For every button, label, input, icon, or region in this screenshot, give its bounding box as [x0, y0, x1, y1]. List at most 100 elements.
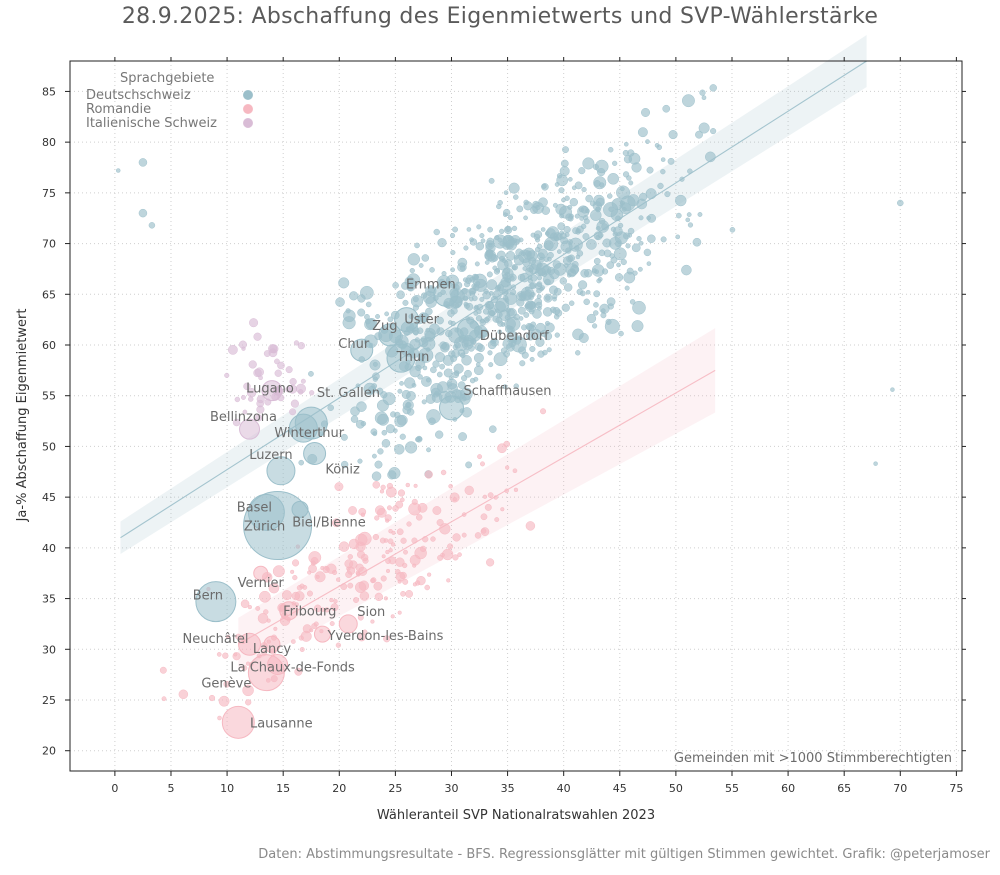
- scatter-point: [376, 387, 384, 395]
- scatter-point: [452, 554, 459, 561]
- scatter-point: [222, 652, 229, 659]
- scatter-point: [376, 399, 389, 412]
- scatter-point: [503, 190, 509, 195]
- scatter-point: [660, 236, 667, 243]
- scatter-point: [595, 159, 609, 174]
- scatter-point: [371, 471, 382, 481]
- scatter-point: [178, 689, 189, 700]
- scatter-point: [430, 383, 443, 396]
- scatter-point: [447, 320, 453, 325]
- scatter-point: [385, 549, 390, 555]
- scatter-point: [296, 585, 303, 591]
- scatter-point: [638, 215, 644, 221]
- scatter-point: [695, 130, 703, 139]
- scatter-point: [554, 182, 560, 187]
- scatter-point: [397, 579, 402, 584]
- scatter-point: [607, 173, 620, 185]
- scatter-point: [449, 492, 460, 503]
- scatter-point: [402, 399, 414, 411]
- axes: 0 5 10 15 20 25 30 35 40 45 50 55 60 65 70 75 20 25 30 35 40…: [42, 57, 966, 795]
- scatter-point: [486, 271, 493, 278]
- scatter-point: [497, 443, 507, 454]
- scatter-point: [385, 568, 391, 574]
- scatter-point: [631, 243, 641, 253]
- scatter-point: [388, 548, 393, 553]
- scatter-point: [639, 192, 648, 202]
- scatter-point: [500, 507, 505, 512]
- scatter-point: [890, 387, 895, 392]
- labeled-point: [456, 318, 480, 342]
- scatter-point: [347, 582, 354, 589]
- scatter-point: [421, 399, 427, 405]
- scatter-point: [624, 141, 629, 147]
- y-tick-label: 70: [42, 238, 56, 251]
- point-label: Bern: [193, 589, 223, 604]
- scatter-point: [336, 577, 341, 582]
- scatter-point: [223, 680, 231, 688]
- scatter-point: [646, 166, 654, 174]
- scatter-point: [371, 383, 378, 389]
- scatter-point: [208, 694, 216, 702]
- scatter-point: [612, 160, 618, 166]
- scatter-point: [338, 541, 350, 552]
- scatter-point: [578, 332, 589, 343]
- scatter-point: [245, 661, 251, 666]
- scatter-point: [523, 312, 530, 318]
- scatter-point: [440, 469, 447, 476]
- scatter-point: [507, 214, 514, 221]
- scatter-point: [496, 203, 502, 210]
- x-tick-label: 50: [669, 782, 683, 795]
- scatter-point: [227, 344, 238, 355]
- scatter-point: [578, 207, 584, 213]
- scatter-point: [381, 439, 391, 448]
- point-label: La Chaux-de-Fonds: [230, 661, 355, 676]
- scatter-point: [631, 320, 644, 333]
- scatter-point: [372, 533, 380, 541]
- y-tick-label: 30: [42, 643, 56, 656]
- scatter-point: [549, 285, 559, 295]
- scatter-point: [362, 629, 368, 635]
- scatter-point: [374, 460, 383, 469]
- scatter-point: [258, 375, 263, 381]
- point-label: Uster: [404, 313, 439, 328]
- scatter-point: [487, 350, 493, 356]
- scatter-point: [505, 325, 513, 334]
- scatter-point: [413, 483, 418, 488]
- x-tick-label: 65: [837, 782, 851, 795]
- regression-line: [238, 369, 716, 645]
- scatter-point: [614, 273, 624, 282]
- scatter-point: [500, 322, 506, 327]
- scatter-point: [536, 262, 543, 269]
- scatter-point: [480, 461, 485, 467]
- scatter-point: [285, 386, 292, 393]
- scatter-point: [479, 233, 485, 239]
- scatter-point: [357, 614, 364, 621]
- scatter-point: [616, 262, 621, 268]
- scatter-point: [582, 157, 595, 170]
- scatter-point: [340, 433, 348, 441]
- scatter-point: [622, 171, 630, 178]
- scatter-point: [377, 448, 384, 455]
- scatter-point: [249, 318, 259, 328]
- scatter-point: [218, 695, 230, 707]
- point-label: Genève: [201, 677, 251, 692]
- scatter-point: [411, 498, 418, 505]
- scatter-point: [348, 506, 357, 515]
- scatter-point: [667, 157, 675, 165]
- scatter-point: [643, 248, 652, 257]
- scatter-point: [641, 108, 651, 117]
- scatter-point: [557, 222, 566, 231]
- scatter-point: [486, 301, 495, 310]
- scatter-point: [446, 378, 458, 390]
- scatter-point: [530, 206, 538, 214]
- scatter-point: [432, 360, 440, 368]
- footer-caption: Daten: Abstimmungsresultate - BFS. Regre…: [258, 847, 990, 862]
- scatter-point: [309, 628, 314, 633]
- scatter-point: [448, 483, 453, 489]
- scatter-point: [493, 352, 508, 367]
- scatter-point: [583, 218, 590, 225]
- scatter-point: [450, 267, 456, 273]
- scatter-point: [541, 183, 549, 191]
- scatter-point: [240, 599, 250, 609]
- scatter-point: [383, 635, 391, 643]
